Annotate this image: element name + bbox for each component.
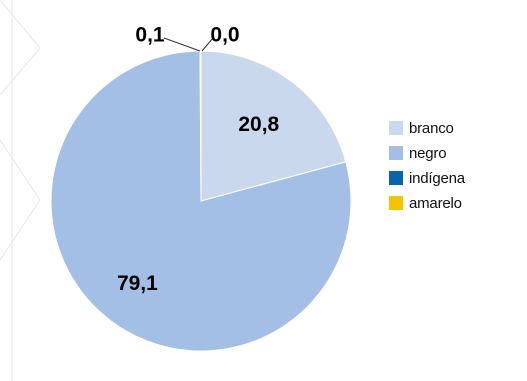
legend-swatch-negro (389, 146, 403, 160)
legend-item-branco: branco (389, 119, 465, 137)
legend-item-negro: negro (389, 144, 465, 162)
data-label-indigena: 0,1 (135, 24, 165, 47)
pie-slice-negro (50, 50, 352, 352)
legend-item-indigena: indígena (389, 169, 465, 187)
background-decoration (0, 0, 41, 381)
data-label-branco: 20,8 (238, 113, 279, 136)
leader-line-amarelo (201, 37, 214, 52)
pie-slice-branco (200, 50, 347, 202)
legend-item-amarelo: amarelo (389, 194, 465, 212)
legend-label-branco: branco (409, 119, 454, 137)
legend-label-amarelo: amarelo (409, 194, 462, 212)
legend-label-indigena: indígena (409, 169, 465, 187)
legend-swatch-amarelo (389, 196, 403, 210)
legend-swatch-branco (389, 121, 403, 135)
legend-swatch-indigena (389, 171, 403, 185)
legend-label-negro: negro (409, 144, 447, 162)
data-label-negro: 79,1 (117, 272, 158, 295)
pie-slice-indigena (199, 50, 202, 202)
chart-legend: branco negro indígena amarelo (389, 119, 465, 212)
leader-line-indigena (163, 37, 201, 52)
data-label-amarelo: 0,0 (210, 24, 239, 47)
